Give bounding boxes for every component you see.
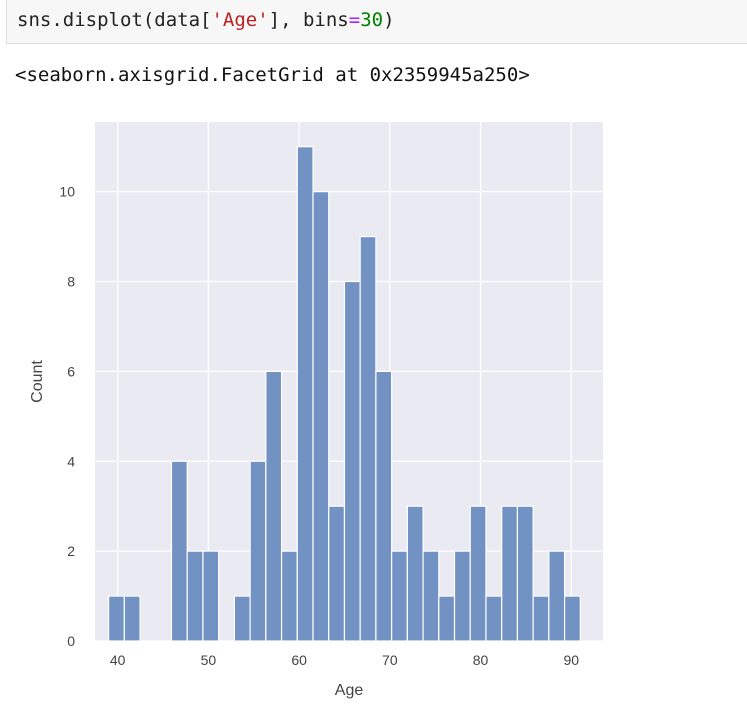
code-equals: =: [348, 9, 361, 31]
histogram-bar: [422, 550, 440, 642]
histogram-bar: [406, 505, 424, 642]
histogram-bar: [233, 595, 251, 642]
x-tick-label: 40: [110, 652, 126, 668]
y-tick-label: 8: [67, 274, 75, 290]
histogram-bar: [265, 370, 283, 642]
x-tick-label: 90: [563, 652, 579, 668]
code-mid: ], bins: [268, 9, 349, 31]
x-tick-label: 80: [473, 652, 489, 668]
histogram-bar: [453, 550, 471, 642]
histogram-bar: [312, 191, 330, 642]
y-tick-label: 6: [67, 363, 75, 379]
histogram-bar: [202, 550, 220, 642]
code-string-arg: 'Age': [211, 9, 269, 31]
code-bins-value: 30: [360, 9, 384, 31]
output-text: <seaborn.axisgrid.FacetGrid at 0x2359945…: [15, 64, 530, 86]
y-tick-label: 10: [59, 184, 75, 200]
histogram-bar: [108, 595, 125, 642]
histogram-bar: [249, 460, 267, 642]
histogram-bar: [532, 595, 550, 642]
histogram-bar: [469, 505, 487, 642]
histogram-bar: [548, 550, 566, 642]
histogram-bar: [485, 595, 503, 642]
histogram-bar: [516, 505, 534, 642]
y-axis-label: Count: [29, 360, 46, 403]
code-line[interactable]: sns.displot(data['Age'], bins=30): [17, 9, 395, 31]
histogram-bar: [170, 460, 188, 642]
x-tick-labels: 40 50 60 70 80 90: [110, 652, 579, 668]
histogram-bar: [375, 370, 393, 642]
bars: [108, 146, 581, 642]
code-func: sns.displot(data[: [17, 9, 212, 31]
histogram-bar: [280, 550, 298, 642]
code-cell[interactable]: sns.displot(data['Age'], bins=30): [6, 0, 747, 44]
x-tick-label: 60: [291, 652, 307, 668]
histogram-bar: [328, 505, 346, 642]
histogram-bar: [296, 146, 314, 642]
histogram-bar: [343, 280, 361, 642]
y-tick-labels: 0 2 4 6 8 10: [59, 184, 75, 649]
y-tick-label: 0: [67, 633, 75, 649]
histogram-bar: [563, 595, 581, 642]
histogram-bar: [391, 550, 408, 642]
histogram-bar: [186, 550, 204, 642]
x-tick-label: 70: [382, 652, 398, 668]
histogram-bar: [123, 595, 141, 642]
histogram-bar: [501, 505, 519, 642]
code-close: ): [383, 9, 395, 31]
x-axis-label: Age: [335, 682, 364, 699]
x-tick-label: 50: [201, 652, 217, 668]
histogram-bar: [359, 235, 377, 642]
y-tick-label: 2: [67, 543, 75, 559]
histogram-bar: [438, 595, 456, 642]
y-tick-label: 4: [67, 453, 75, 469]
